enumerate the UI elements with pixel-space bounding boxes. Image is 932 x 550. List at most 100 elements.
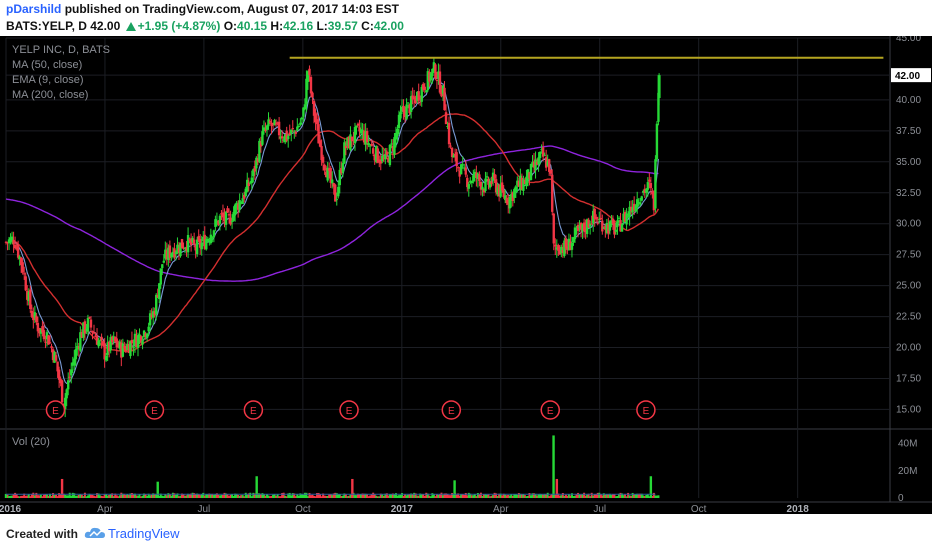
volume-bar (288, 492, 291, 498)
volume-bar (487, 493, 490, 498)
x-tick-label: Apr (493, 504, 509, 514)
volume-bar (655, 495, 658, 498)
candle-body (387, 157, 390, 163)
volume-bar (261, 493, 264, 498)
candle-body (385, 152, 389, 155)
candle-body (610, 220, 613, 225)
volume-bar (45, 494, 48, 498)
candle-body (411, 95, 414, 100)
volume-bar (320, 496, 323, 498)
candle-body (472, 175, 475, 182)
volume-bar (269, 496, 272, 498)
volume-bar (654, 495, 657, 498)
volume-bar (355, 495, 358, 498)
candle-body (220, 213, 223, 215)
volume-bar (103, 494, 106, 498)
price-chart[interactable]: E E E E E E E 45.00 40.00 37.50 35.00 32.50 30.00 27… (0, 36, 932, 514)
volume-bar (56, 496, 59, 498)
volume-bar (118, 495, 121, 498)
volume-bar (517, 493, 520, 498)
candle-body (620, 224, 624, 232)
volume-bar (411, 493, 414, 498)
volume-bar (388, 494, 391, 498)
candle-body (475, 172, 478, 178)
volume-bar (489, 496, 492, 498)
volume-bar (126, 494, 129, 498)
candle-body (202, 236, 205, 242)
candle-body (490, 181, 493, 184)
earnings-marker (243, 400, 264, 420)
candle-body (496, 187, 499, 195)
y-tick-label: 25.00 (896, 281, 921, 292)
candle-body (546, 161, 549, 166)
candle-body (519, 175, 522, 191)
volume-bar (97, 493, 100, 498)
y-tick-label: 40.00 (896, 95, 921, 106)
candle-body (186, 234, 190, 253)
volume-spike (649, 476, 653, 498)
earnings-marker (540, 400, 561, 420)
close-label: C: (361, 19, 374, 33)
candle-body (544, 157, 548, 168)
candle-body (631, 207, 634, 213)
x-tick-label: 2018 (787, 504, 810, 514)
candle-body (378, 160, 381, 163)
candle-body (438, 71, 442, 93)
volume-bar (155, 494, 158, 498)
volume-bar (96, 493, 99, 498)
candle-body (47, 335, 50, 345)
candle-body (645, 189, 648, 193)
volume-bar (296, 493, 299, 498)
candle-body (499, 184, 502, 197)
volume-bar (193, 493, 196, 498)
volume-bar (363, 493, 366, 498)
volume-bar (575, 494, 578, 498)
candle-body (115, 338, 118, 348)
candle-body (73, 358, 76, 366)
volume-bar (241, 495, 244, 498)
volume-bar (167, 493, 170, 498)
volume-bar (441, 495, 444, 498)
volume-bar (536, 495, 539, 498)
candle-body (139, 336, 143, 343)
candle-body (256, 158, 260, 163)
volume-bar (70, 495, 73, 498)
candle-body (449, 145, 452, 147)
volume-bar (59, 493, 62, 498)
volume-bar (531, 493, 534, 498)
last-price-badge (891, 68, 931, 83)
author-link[interactable]: pDarshild (6, 2, 62, 16)
high-label: H: (270, 19, 284, 33)
volume-bar (617, 493, 620, 498)
candle-body (77, 346, 81, 349)
candle-body (218, 215, 222, 224)
volume-bar (440, 492, 443, 498)
candle-body (65, 389, 68, 399)
created-with-text: Created with (6, 527, 79, 541)
candle-body (513, 189, 516, 198)
candle-body (158, 283, 161, 300)
volume-bar (270, 495, 273, 498)
candle-body (173, 248, 176, 258)
candle-body (371, 148, 375, 154)
volume-bar (578, 494, 581, 498)
tradingview-brand[interactable]: TradingView (108, 526, 180, 541)
volume-bar (467, 492, 470, 498)
candle-body (249, 182, 252, 184)
time-axis[interactable]: 2016 Apr Jul Oct 2017 Apr Jul Oct 2018 (0, 504, 809, 514)
volume-bar (449, 495, 452, 498)
price-axis[interactable]: 45.00 40.00 37.50 35.00 32.50 30.00 27.50 25.00… (891, 36, 931, 415)
candle-body (646, 182, 650, 190)
volume-bar (322, 493, 325, 498)
volume-bar (188, 494, 191, 498)
volume-bar (448, 495, 451, 498)
candle-body (531, 161, 534, 165)
volume-bar (516, 494, 519, 498)
candle-body (476, 173, 480, 179)
candle-body (255, 157, 258, 169)
y-tick-label: 32.50 (896, 188, 921, 199)
candle-body (415, 91, 419, 101)
earnings-marker (441, 400, 462, 420)
volume-bar (299, 493, 302, 498)
volume-bar (622, 495, 625, 498)
